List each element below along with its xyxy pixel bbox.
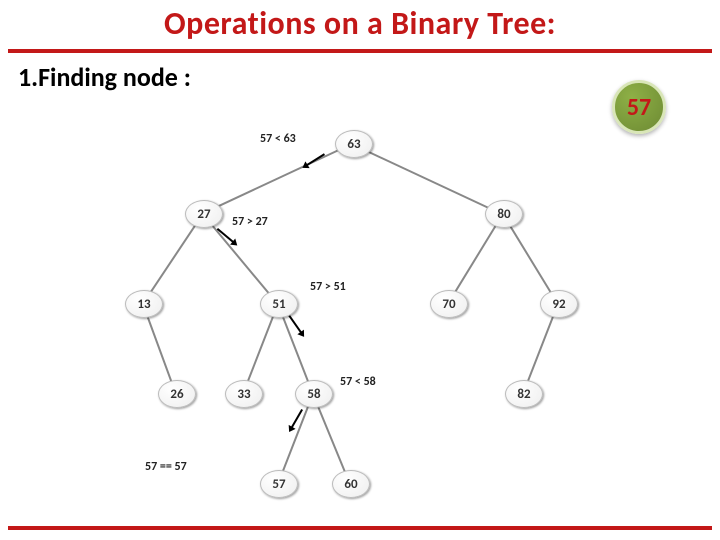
tree-edge [353,144,504,215]
tree-node: 60 [332,470,370,498]
comparison-label: 57 == 57 [145,460,187,474]
tree-node: 26 [158,380,196,408]
tree-node: 63 [335,130,373,158]
comparison-label: 57 > 51 [310,280,346,294]
tree-node: 58 [295,380,333,408]
tree-node: 13 [125,290,163,318]
tree-node: 92 [540,290,578,318]
tree-node: 82 [505,380,543,408]
comparison-label: 57 < 63 [260,132,296,146]
tree-node: 80 [485,200,523,228]
comparison-label: 57 < 58 [340,375,376,389]
tree-node: 33 [225,380,263,408]
comparison-label: 57 > 27 [232,215,268,229]
tree-node: 70 [430,290,468,318]
target-value-badge: 57 [612,80,666,134]
tree-node: 51 [260,290,298,318]
bottom-rule [8,526,712,530]
badge-value: 57 [627,93,651,122]
binary-tree-diagram: 63 27 80 13 51 70 92 26 33 58 82 57 60 57 < 63 57 > 2… [110,120,610,510]
title-text: Operations on a Binary Tree: [164,4,556,43]
page-title: Operations on a Binary Tree: [0,0,720,43]
tree-node: 57 [260,470,298,498]
section-heading: 1.Finding node : [0,53,720,93]
tree-node: 27 [185,200,223,228]
tree-edge [203,143,354,214]
